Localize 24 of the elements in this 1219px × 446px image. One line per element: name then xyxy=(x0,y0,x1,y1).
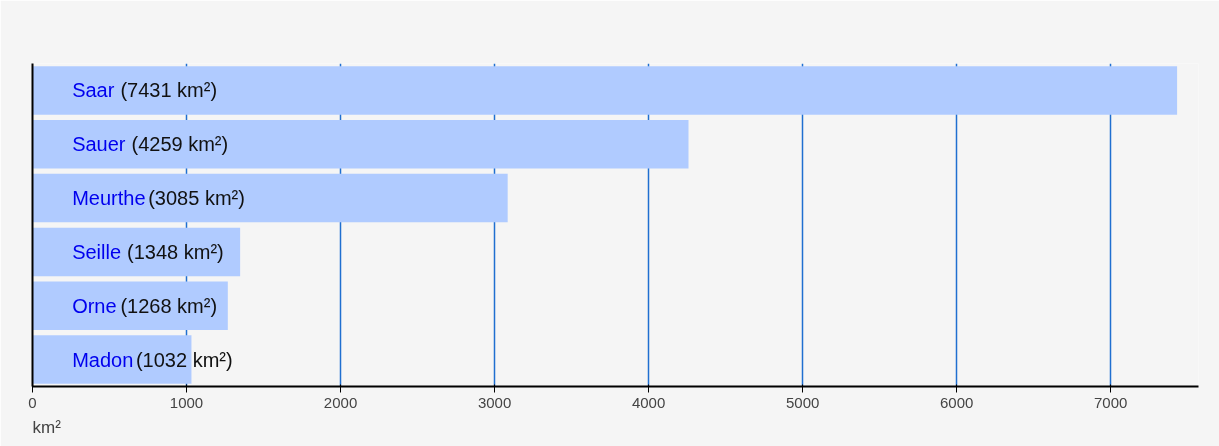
data-label: (1348 km²) xyxy=(127,240,224,263)
y-tick-label: Saar xyxy=(72,79,115,102)
x-axis-title: km² xyxy=(32,417,62,437)
x-tick-label: 5000 xyxy=(785,393,820,411)
y-tick-label: Meurthe xyxy=(72,187,146,210)
bar xyxy=(32,66,1178,115)
bar xyxy=(32,120,689,169)
bar xyxy=(32,173,508,223)
x-tick-label: 1000 xyxy=(169,393,204,411)
y-tick-label: Seille xyxy=(72,240,122,263)
x-tick-label: 0 xyxy=(28,393,37,411)
x-tick-label: 2000 xyxy=(323,393,358,411)
x-tick-label: 7000 xyxy=(1094,393,1128,411)
x-tick-label: 6000 xyxy=(939,393,974,411)
y-tick-label: Madon xyxy=(72,348,134,371)
y-tick-label: Sauer xyxy=(72,133,126,156)
data-label: (1032 km²) xyxy=(135,348,233,371)
data-label: (3085 km²) xyxy=(148,187,245,210)
data-label: (1268 km²) xyxy=(120,294,218,317)
x-tick-label: 3000 xyxy=(477,393,512,411)
x-tick-label: 4000 xyxy=(631,393,666,411)
y-tick-label: Orne xyxy=(72,294,117,317)
data-label: (7431 km²) xyxy=(120,79,218,102)
data-label: (4259 km²) xyxy=(131,133,229,156)
